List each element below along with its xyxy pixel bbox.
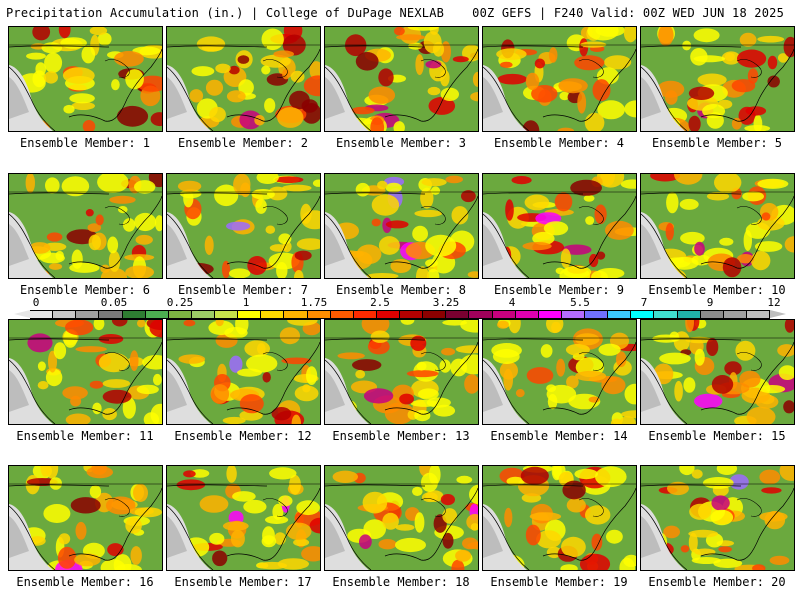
colorbar-swatch bbox=[145, 311, 169, 318]
ensemble-map-19 bbox=[482, 465, 637, 571]
colorbar: 0 0.05 0.25 1 1.75 2.5 3.25 4 5.5 7 9 12 bbox=[12, 296, 788, 322]
colorbar-swatch bbox=[700, 311, 724, 318]
colorbar-swatch bbox=[677, 311, 701, 318]
colorbar-swatch bbox=[469, 311, 493, 318]
colorbar-swatch bbox=[30, 311, 54, 318]
ensemble-member-label: Ensemble Member: 2 bbox=[177, 136, 309, 150]
ensemble-map-15 bbox=[640, 319, 795, 425]
colorbar-tick-label: 7 bbox=[640, 296, 648, 309]
ensemble-map-13 bbox=[324, 319, 479, 425]
colorbar-swatch bbox=[238, 311, 262, 318]
colorbar-swatch bbox=[261, 311, 285, 318]
colorbar-swatch bbox=[446, 311, 470, 318]
colorbar-swatch bbox=[330, 311, 354, 318]
ensemble-map-8 bbox=[324, 173, 479, 279]
ensemble-map-11 bbox=[8, 319, 163, 425]
ensemble-member-label: Ensemble Member: 12 bbox=[174, 429, 312, 443]
ensemble-map-7 bbox=[166, 173, 321, 279]
ensemble-map-9 bbox=[482, 173, 637, 279]
colorbar-strip bbox=[30, 310, 770, 319]
ensemble-member-label: Ensemble Member: 9 bbox=[493, 283, 625, 297]
ensemble-member-label: Ensemble Member: 19 bbox=[490, 575, 628, 589]
ensemble-member-label: Ensemble Member: 18 bbox=[332, 575, 470, 589]
ensemble-map-1 bbox=[8, 26, 163, 132]
colorbar-swatch bbox=[561, 311, 585, 318]
colorbar-swatch bbox=[515, 311, 539, 318]
ensemble-member-label: Ensemble Member: 15 bbox=[648, 429, 786, 443]
ensemble-member-label: Ensemble Member: 8 bbox=[335, 283, 467, 297]
ensemble-map-14 bbox=[482, 319, 637, 425]
colorbar-swatch bbox=[631, 311, 655, 318]
title-right: 00Z GEFS | F240 Valid: 00Z WED JUN 18 20… bbox=[472, 6, 784, 20]
ensemble-map-20 bbox=[640, 465, 795, 571]
ensemble-map-17 bbox=[166, 465, 321, 571]
colorbar-swatch bbox=[307, 311, 331, 318]
colorbar-swatch bbox=[746, 311, 770, 318]
colorbar-swatch bbox=[654, 311, 678, 318]
ensemble-map-16 bbox=[8, 465, 163, 571]
ensemble-map-2 bbox=[166, 26, 321, 132]
colorbar-swatch bbox=[376, 311, 400, 318]
colorbar-swatch bbox=[353, 311, 377, 318]
ensemble-member-label: Ensemble Member: 1 bbox=[19, 136, 151, 150]
colorbar-swatch bbox=[492, 311, 516, 318]
colorbar-swatch bbox=[215, 311, 239, 318]
colorbar-swatch bbox=[723, 311, 747, 318]
colorbar-tick-label: 0 bbox=[32, 296, 40, 309]
colorbar-max-arrow bbox=[770, 310, 786, 318]
ensemble-member-label: Ensemble Member: 4 bbox=[493, 136, 625, 150]
ensemble-member-label: Ensemble Member: 6 bbox=[19, 283, 151, 297]
colorbar-swatch bbox=[122, 311, 146, 318]
colorbar-min-arrow bbox=[14, 310, 30, 318]
colorbar-tick-label: 2.5 bbox=[370, 296, 390, 309]
ensemble-member-label: Ensemble Member: 7 bbox=[177, 283, 309, 297]
colorbar-swatch bbox=[608, 311, 632, 318]
colorbar-tick-label: 3.25 bbox=[432, 296, 460, 309]
ensemble-map-3 bbox=[324, 26, 479, 132]
ensemble-member-label: Ensemble Member: 13 bbox=[332, 429, 470, 443]
colorbar-swatch bbox=[53, 311, 77, 318]
ensemble-map-18 bbox=[324, 465, 479, 571]
colorbar-swatch bbox=[538, 311, 562, 318]
ensemble-member-label: Ensemble Member: 5 bbox=[651, 136, 783, 150]
colorbar-tick-label: 9 bbox=[706, 296, 714, 309]
colorbar-tick-label: 1.75 bbox=[300, 296, 328, 309]
ensemble-map-5 bbox=[640, 26, 795, 132]
colorbar-tick-label: 12 bbox=[767, 296, 781, 309]
ensemble-member-label: Ensemble Member: 16 bbox=[16, 575, 154, 589]
colorbar-swatch bbox=[400, 311, 424, 318]
ensemble-member-label: Ensemble Member: 14 bbox=[490, 429, 628, 443]
colorbar-tick-label: 0.25 bbox=[166, 296, 194, 309]
ensemble-member-label: Ensemble Member: 10 bbox=[648, 283, 786, 297]
ensemble-map-12 bbox=[166, 319, 321, 425]
colorbar-tick-label: 1 bbox=[242, 296, 250, 309]
colorbar-swatch bbox=[284, 311, 308, 318]
colorbar-swatch bbox=[585, 311, 609, 318]
colorbar-tick-label: 5.5 bbox=[570, 296, 590, 309]
colorbar-swatch bbox=[191, 311, 215, 318]
title-left: Precipitation Accumulation (in.) | Colle… bbox=[6, 6, 445, 20]
ensemble-map-6 bbox=[8, 173, 163, 279]
ensemble-member-label: Ensemble Member: 11 bbox=[16, 429, 154, 443]
colorbar-swatch bbox=[168, 311, 192, 318]
ensemble-member-label: Ensemble Member: 20 bbox=[648, 575, 786, 589]
colorbar-tick-label: 0.05 bbox=[100, 296, 128, 309]
colorbar-tick-label: 4 bbox=[508, 296, 516, 309]
colorbar-swatch bbox=[423, 311, 447, 318]
ensemble-map-10 bbox=[640, 173, 795, 279]
colorbar-swatch bbox=[76, 311, 100, 318]
ensemble-map-4 bbox=[482, 26, 637, 132]
ensemble-member-label: Ensemble Member: 17 bbox=[174, 575, 312, 589]
colorbar-swatch bbox=[99, 311, 123, 318]
ensemble-member-label: Ensemble Member: 3 bbox=[335, 136, 467, 150]
